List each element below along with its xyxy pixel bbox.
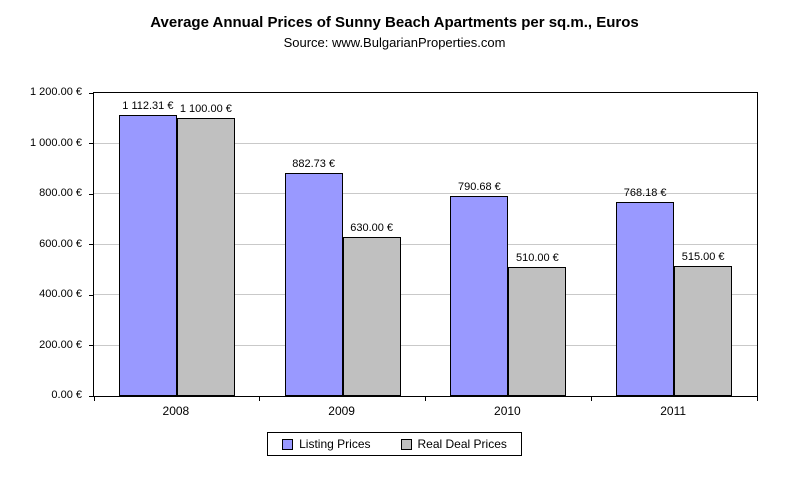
- bar-group-2008: 1 112.31 € 1 100.00 €: [94, 93, 260, 396]
- legend-swatch-listing-prices: [282, 438, 294, 450]
- gridline: [94, 294, 757, 295]
- bar-slot: 515.00 €: [674, 93, 733, 396]
- bar-slot: 1 100.00 €: [176, 93, 235, 396]
- y-tick-label: 200.00 €: [39, 338, 82, 351]
- bar-value-label: 1 100.00 €: [179, 103, 232, 116]
- x-tick-mark: [93, 396, 95, 401]
- bar-slot: 790.68 €: [450, 93, 509, 396]
- bar-real-deal-prices-2010: [508, 267, 567, 396]
- legend: Listing Prices Real Deal Prices: [0, 432, 789, 456]
- gridline: [94, 193, 757, 194]
- legend-label-real-deal-prices: Real Deal Prices: [417, 437, 507, 451]
- x-tick-mark: [590, 396, 592, 401]
- bar-group-2011: 768.18 € 515.00 €: [591, 93, 757, 396]
- gridline: [94, 344, 757, 346]
- gridline: [94, 243, 757, 245]
- y-tick-mark: [89, 193, 94, 195]
- x-tick-label: 2009: [328, 404, 355, 418]
- legend-item-real-deal-prices: Real Deal Prices: [400, 437, 507, 451]
- chart-title: Average Annual Prices of Sunny Beach Apa…: [150, 14, 639, 31]
- x-tick-mark: [259, 396, 261, 401]
- x-tick-label: 2011: [660, 404, 687, 418]
- bar-group-2009: 882.73 € 630.00 €: [260, 93, 426, 396]
- bar-value-label: 510.00 €: [515, 252, 559, 265]
- bar-real-deal-prices-2008: [176, 118, 235, 396]
- x-tick-label: 2008: [162, 404, 190, 418]
- bar-listing-prices-2009: [284, 173, 343, 396]
- plot-area: 1 112.31 € 1 100.00 € 882.73 € 630.00 € 790.…: [89, 92, 758, 401]
- bar-group-2010: 790.68 € 510.00 €: [426, 93, 592, 396]
- x-tick-mark: [425, 396, 426, 401]
- bar-value-label: 882.73 €: [292, 158, 336, 171]
- bar-value-label: 790.68 €: [457, 181, 501, 194]
- bar-real-deal-prices-2011: [674, 265, 733, 396]
- y-axis: 0.00 € 200.00 € 400.00 € 600.00 € 800.00 € 1 …: [0, 86, 86, 401]
- bar-real-deal-prices-2009: [342, 236, 401, 396]
- bar-slot: 768.18 €: [616, 93, 675, 396]
- y-tick-label: 1 000.00 €: [30, 136, 82, 149]
- legend-swatch-real-deal-prices: [400, 438, 412, 450]
- y-tick-mark: [89, 143, 94, 144]
- y-tick-mark: [89, 294, 94, 296]
- bar-value-label: 630.00 €: [350, 221, 394, 234]
- y-tick-mark: [89, 92, 94, 94]
- gridline: [94, 142, 757, 144]
- bar-value-label: 515.00 €: [681, 250, 725, 263]
- y-tick-mark: [89, 244, 94, 245]
- bar-value-label: 768.18 €: [623, 187, 667, 200]
- legend-box: Listing Prices Real Deal Prices: [267, 432, 522, 456]
- x-axis: 2008 2009 2010 2011: [93, 396, 756, 418]
- legend-item-listing-prices: Listing Prices: [282, 437, 371, 451]
- chart-subtitle: Source: www.BulgarianProperties.com: [283, 35, 506, 50]
- bar-listing-prices-2010: [450, 196, 509, 396]
- x-tick-mark: [756, 396, 758, 401]
- y-tick-label: 600.00 €: [39, 237, 82, 250]
- legend-label-listing-prices: Listing Prices: [299, 437, 371, 451]
- x-tick-label: 2010: [494, 404, 521, 418]
- bar-value-label: 1 112.31 €: [122, 100, 174, 113]
- y-tick-label: 400.00 €: [39, 288, 82, 301]
- bar-slot: 630.00 €: [342, 93, 401, 396]
- y-tick-mark: [89, 395, 94, 397]
- bar-slot: 510.00 €: [508, 93, 567, 396]
- y-tick-label: 1 200.00 €: [30, 86, 82, 98]
- y-tick-label: 800.00 €: [39, 187, 82, 200]
- bar-slot: 882.73 €: [284, 93, 343, 396]
- bar-listing-prices-2008: [118, 115, 177, 396]
- bar-listing-prices-2011: [616, 202, 675, 396]
- plot-wrap: 0.00 € 200.00 € 400.00 € 600.00 € 800.00 € 1 …: [0, 86, 789, 422]
- y-tick-label: 0.00 €: [51, 389, 82, 401]
- bar-slot: 1 112.31 €: [118, 93, 177, 396]
- y-tick-mark: [89, 345, 94, 347]
